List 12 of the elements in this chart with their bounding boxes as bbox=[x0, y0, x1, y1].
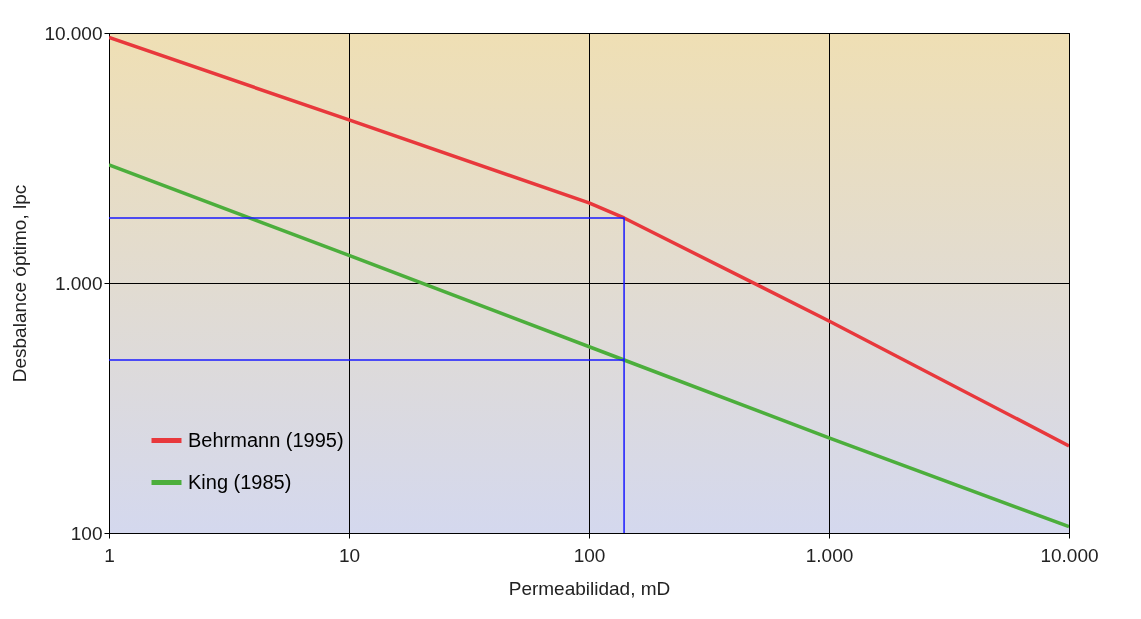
x-tick-label: 100 bbox=[573, 544, 606, 566]
x-tick-label: 1 bbox=[104, 544, 115, 566]
y-axis-title: Desbalance óptimo, lpc bbox=[9, 184, 31, 383]
x-axis-title: Permeabilidad, mD bbox=[508, 577, 671, 599]
y-tick-label: 100 bbox=[70, 522, 103, 544]
x-tick-label: 10.000 bbox=[1040, 544, 1099, 566]
x-tick-label: 10 bbox=[338, 544, 361, 566]
y-tick-label: 1.000 bbox=[54, 272, 103, 294]
y-tick-label: 10.000 bbox=[44, 22, 103, 44]
legend-label: King (1985) bbox=[188, 470, 292, 493]
x-tick-label: 1.000 bbox=[805, 544, 854, 566]
legend-label: Behrmann (1995) bbox=[188, 428, 344, 451]
